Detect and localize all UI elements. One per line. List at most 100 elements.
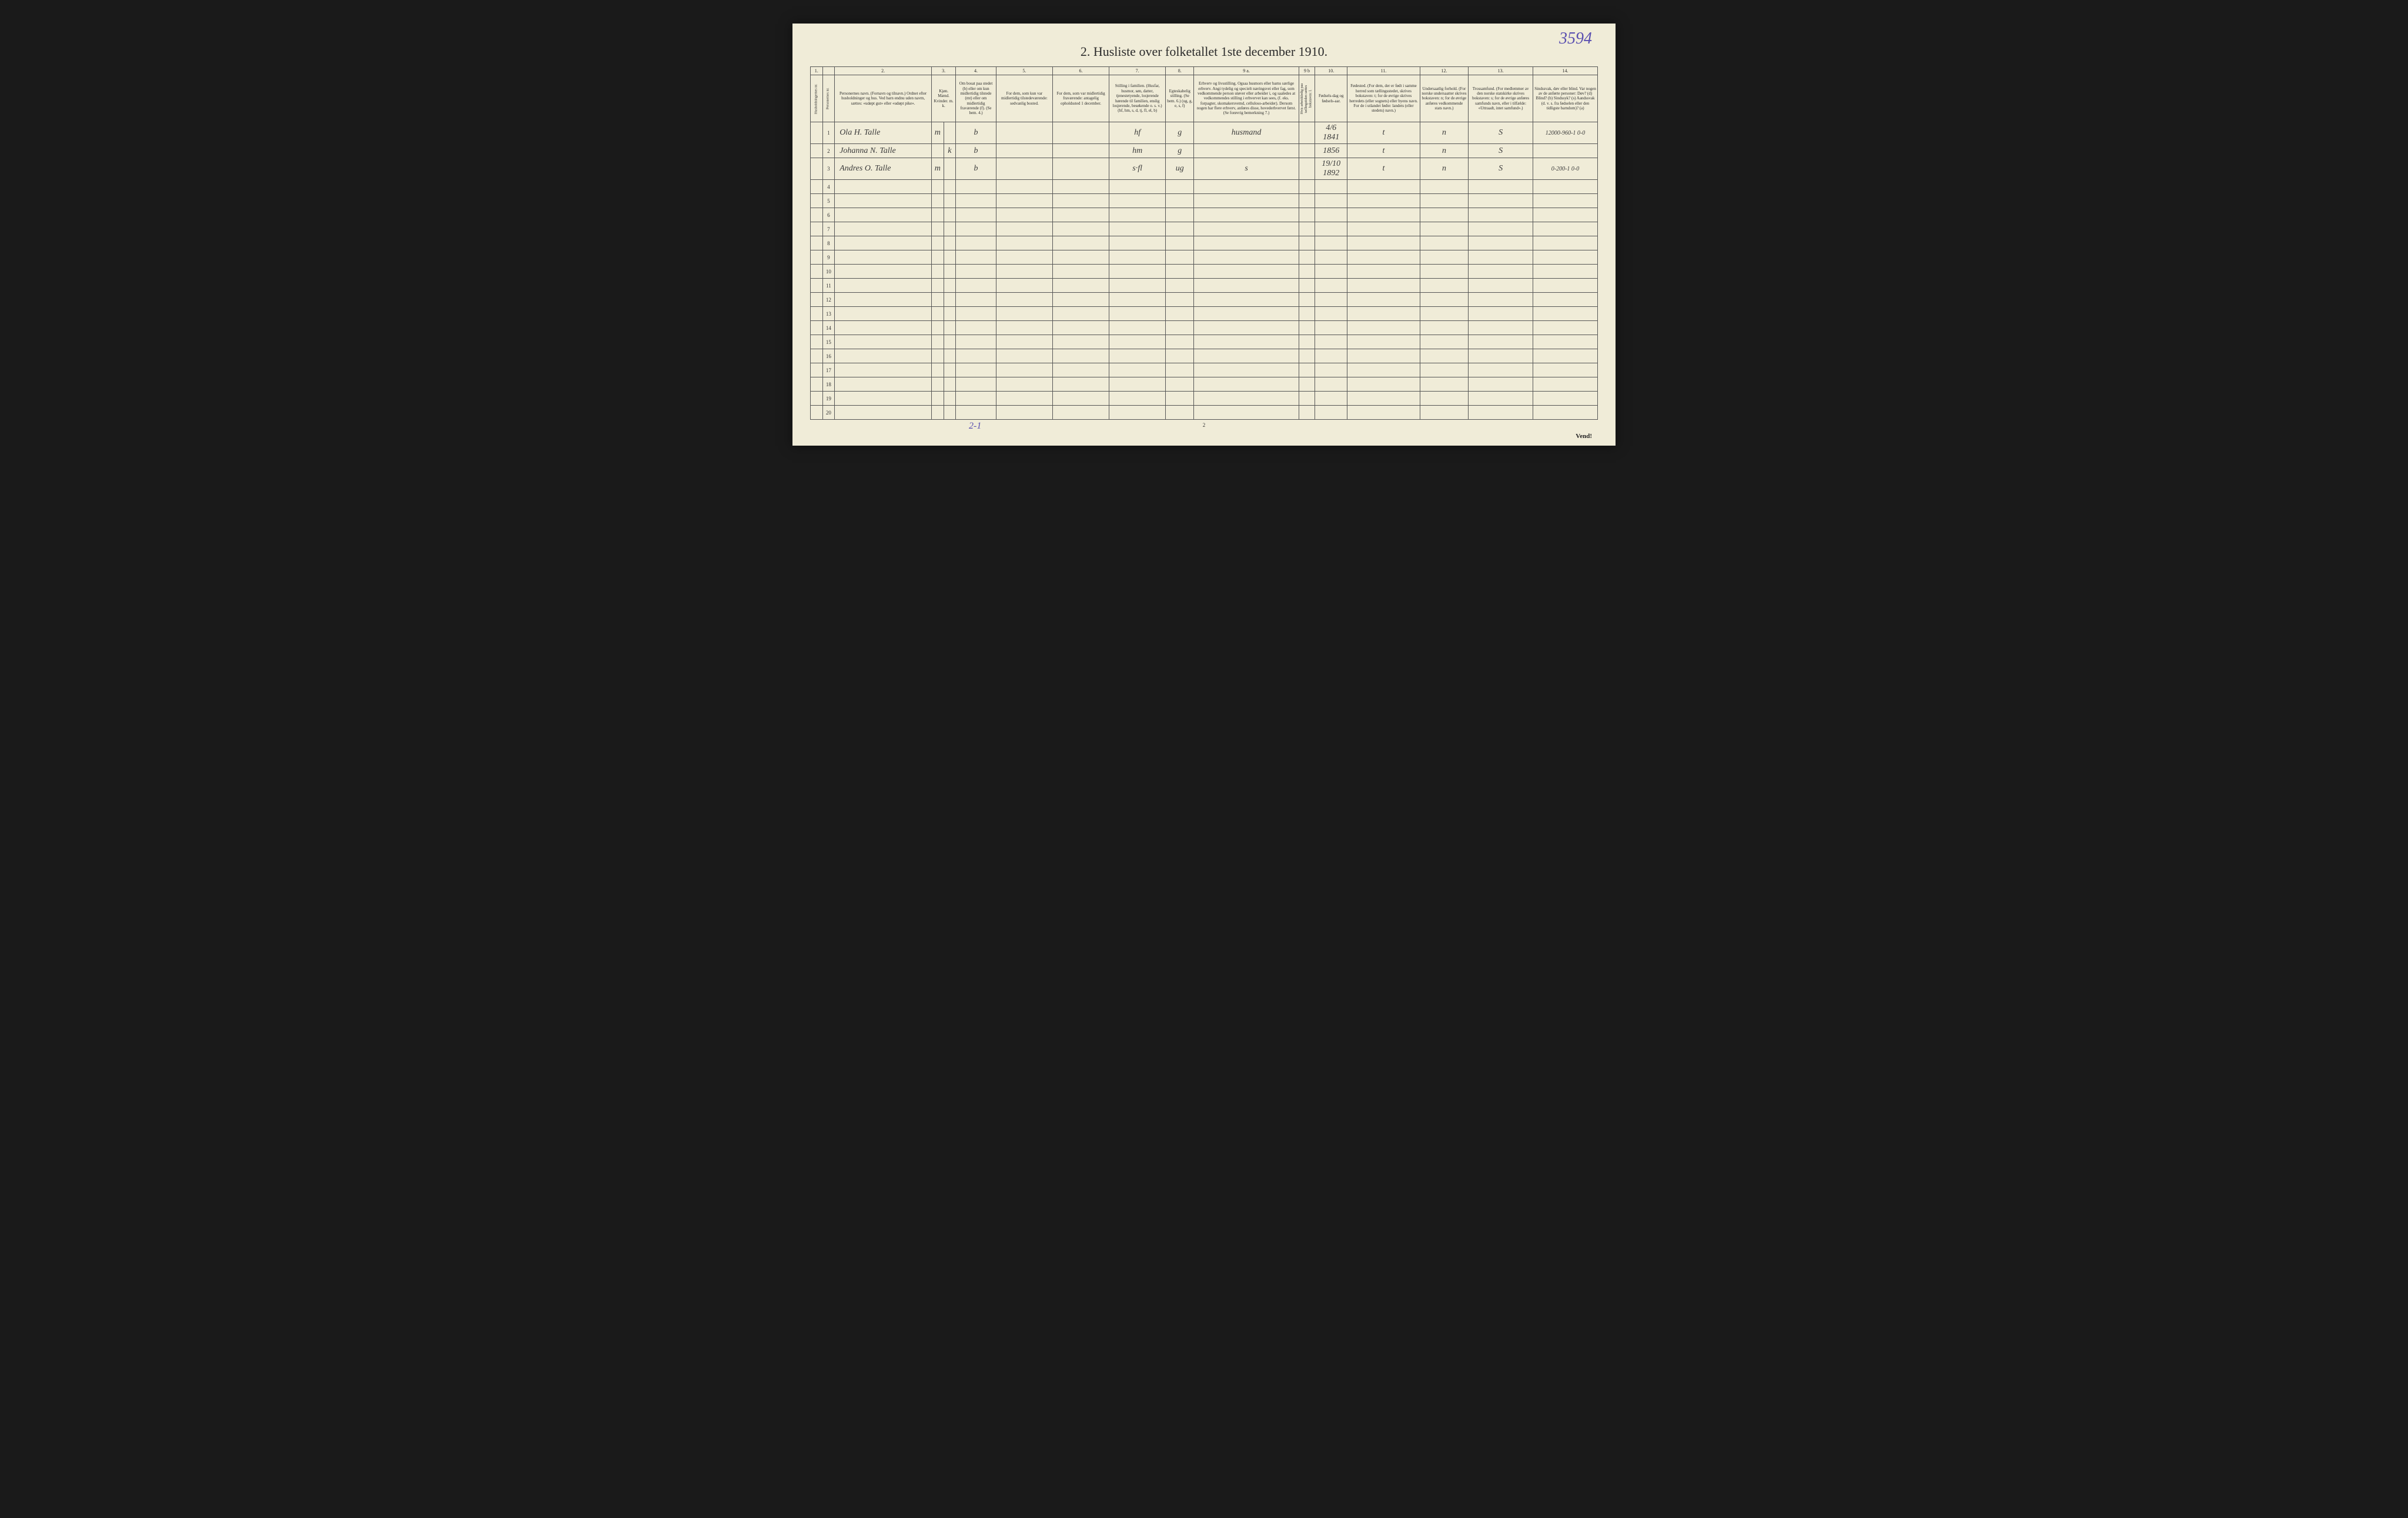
faith-cell	[1469, 293, 1533, 307]
family-pos-cell: hf	[1109, 122, 1166, 144]
nationality-cell	[1420, 265, 1468, 279]
temp-absent-cell	[1052, 363, 1109, 377]
nationality-cell	[1420, 208, 1468, 222]
vend-label: Vend!	[1576, 433, 1592, 440]
resident-cell	[956, 265, 996, 279]
family-pos-cell	[1109, 180, 1166, 194]
sex-m-cell	[932, 265, 944, 279]
household-nr-cell	[811, 208, 823, 222]
person-nr-cell: 12	[822, 293, 835, 307]
person-nr-cell: 16	[822, 349, 835, 363]
resident-cell	[956, 363, 996, 377]
temp-present-cell	[996, 265, 1052, 279]
colnum: 2.	[835, 67, 932, 75]
birthplace-cell: t	[1347, 122, 1420, 144]
disability-cell	[1533, 279, 1598, 293]
colnum: 11.	[1347, 67, 1420, 75]
unemployed-cell	[1299, 406, 1315, 420]
disability-cell	[1533, 144, 1598, 158]
marital-cell	[1166, 392, 1194, 406]
temp-present-cell	[996, 180, 1052, 194]
colnum: 10.	[1315, 67, 1347, 75]
sex-k-cell	[944, 321, 956, 335]
occupation-cell	[1194, 194, 1299, 208]
temp-present-cell	[996, 194, 1052, 208]
table-row: 14	[811, 321, 1598, 335]
marital-cell	[1166, 279, 1194, 293]
household-nr-cell	[811, 363, 823, 377]
temp-absent-cell	[1052, 144, 1109, 158]
family-pos-cell	[1109, 335, 1166, 349]
unemployed-cell	[1299, 321, 1315, 335]
name-cell	[835, 377, 932, 392]
nationality-cell	[1420, 377, 1468, 392]
temp-absent-cell	[1052, 392, 1109, 406]
nationality-cell: n	[1420, 122, 1468, 144]
sex-m-cell	[932, 335, 944, 349]
household-nr-cell	[811, 236, 823, 250]
faith-cell	[1469, 307, 1533, 321]
sex-k-cell	[944, 377, 956, 392]
occupation-cell	[1194, 349, 1299, 363]
temp-present-cell	[996, 363, 1052, 377]
occupation-cell	[1194, 222, 1299, 236]
nationality-cell	[1420, 222, 1468, 236]
family-pos-cell	[1109, 293, 1166, 307]
temp-present-cell	[996, 335, 1052, 349]
birth-cell	[1315, 392, 1347, 406]
occupation-cell	[1194, 392, 1299, 406]
unemployed-cell	[1299, 279, 1315, 293]
table-row: 13	[811, 307, 1598, 321]
birth-cell	[1315, 279, 1347, 293]
birth-cell	[1315, 208, 1347, 222]
sex-m-cell: m	[932, 122, 944, 144]
name-cell	[835, 392, 932, 406]
table-row: 12	[811, 293, 1598, 307]
disability-cell	[1533, 208, 1598, 222]
colnum: 12.	[1420, 67, 1468, 75]
column-number-row: 1. 2. 3. 4. 5. 6. 7. 8. 9 a. 9 b 10. 11.…	[811, 67, 1598, 75]
nationality-cell	[1420, 406, 1468, 420]
unemployed-cell	[1299, 250, 1315, 265]
birthplace-cell	[1347, 392, 1420, 406]
name-cell	[835, 335, 932, 349]
occupation-cell	[1194, 250, 1299, 265]
faith-cell	[1469, 406, 1533, 420]
birthplace-cell	[1347, 194, 1420, 208]
birthplace-cell	[1347, 250, 1420, 265]
resident-cell: b	[956, 158, 996, 180]
family-pos-cell	[1109, 265, 1166, 279]
unemployed-cell	[1299, 265, 1315, 279]
sex-m-cell	[932, 406, 944, 420]
marital-cell	[1166, 406, 1194, 420]
table-row: 9	[811, 250, 1598, 265]
temp-absent-cell	[1052, 236, 1109, 250]
disability-cell	[1533, 363, 1598, 377]
sex-k-cell	[944, 250, 956, 265]
birth-cell	[1315, 250, 1347, 265]
colnum: 14.	[1533, 67, 1598, 75]
name-cell	[835, 236, 932, 250]
household-nr-cell	[811, 222, 823, 236]
birthplace-cell	[1347, 363, 1420, 377]
resident-cell	[956, 236, 996, 250]
faith-cell	[1469, 236, 1533, 250]
resident-cell	[956, 208, 996, 222]
colnum: 3.	[932, 67, 956, 75]
sex-k-cell	[944, 279, 956, 293]
nationality-cell	[1420, 363, 1468, 377]
name-cell	[835, 279, 932, 293]
person-nr-cell: 8	[822, 236, 835, 250]
household-nr-cell	[811, 321, 823, 335]
person-nr-cell: 5	[822, 194, 835, 208]
table-row: 18	[811, 377, 1598, 392]
resident-cell: b	[956, 144, 996, 158]
marital-cell	[1166, 321, 1194, 335]
sex-k-cell	[944, 158, 956, 180]
temp-absent-cell	[1052, 222, 1109, 236]
unemployed-cell	[1299, 144, 1315, 158]
occupation-cell	[1194, 144, 1299, 158]
faith-cell: S	[1469, 122, 1533, 144]
person-nr-cell: 17	[822, 363, 835, 377]
unemployed-cell	[1299, 392, 1315, 406]
